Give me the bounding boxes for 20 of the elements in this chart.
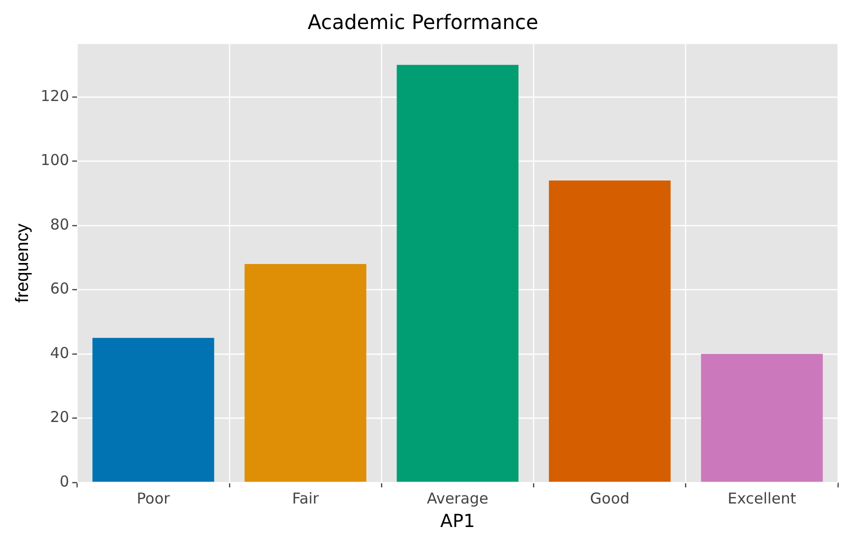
y-tick-label: 100 [40, 151, 70, 170]
y-tick-label: 20 [50, 408, 70, 426]
y-tick-label: 0 [60, 472, 70, 490]
x-axis-title: AP1 [440, 510, 475, 532]
bar [396, 64, 518, 482]
bar [548, 180, 671, 482]
y-tick-label: 80 [50, 215, 70, 234]
bar [92, 338, 214, 482]
x-tick-label: Good [590, 489, 630, 508]
chart-title: Academic Performance [308, 10, 538, 34]
y-tick-label: 120 [40, 86, 70, 105]
bar [701, 354, 823, 482]
x-tick-label: Fair [292, 489, 320, 508]
y-tick-label: 40 [50, 344, 70, 362]
x-tick-label: Average [426, 489, 488, 508]
x-tick-label: Poor [136, 489, 171, 508]
x-tick-label: Excellent [728, 489, 796, 508]
bar [244, 264, 366, 482]
y-tick-label: 60 [50, 280, 70, 298]
y-axis-title: frequency [12, 224, 32, 303]
